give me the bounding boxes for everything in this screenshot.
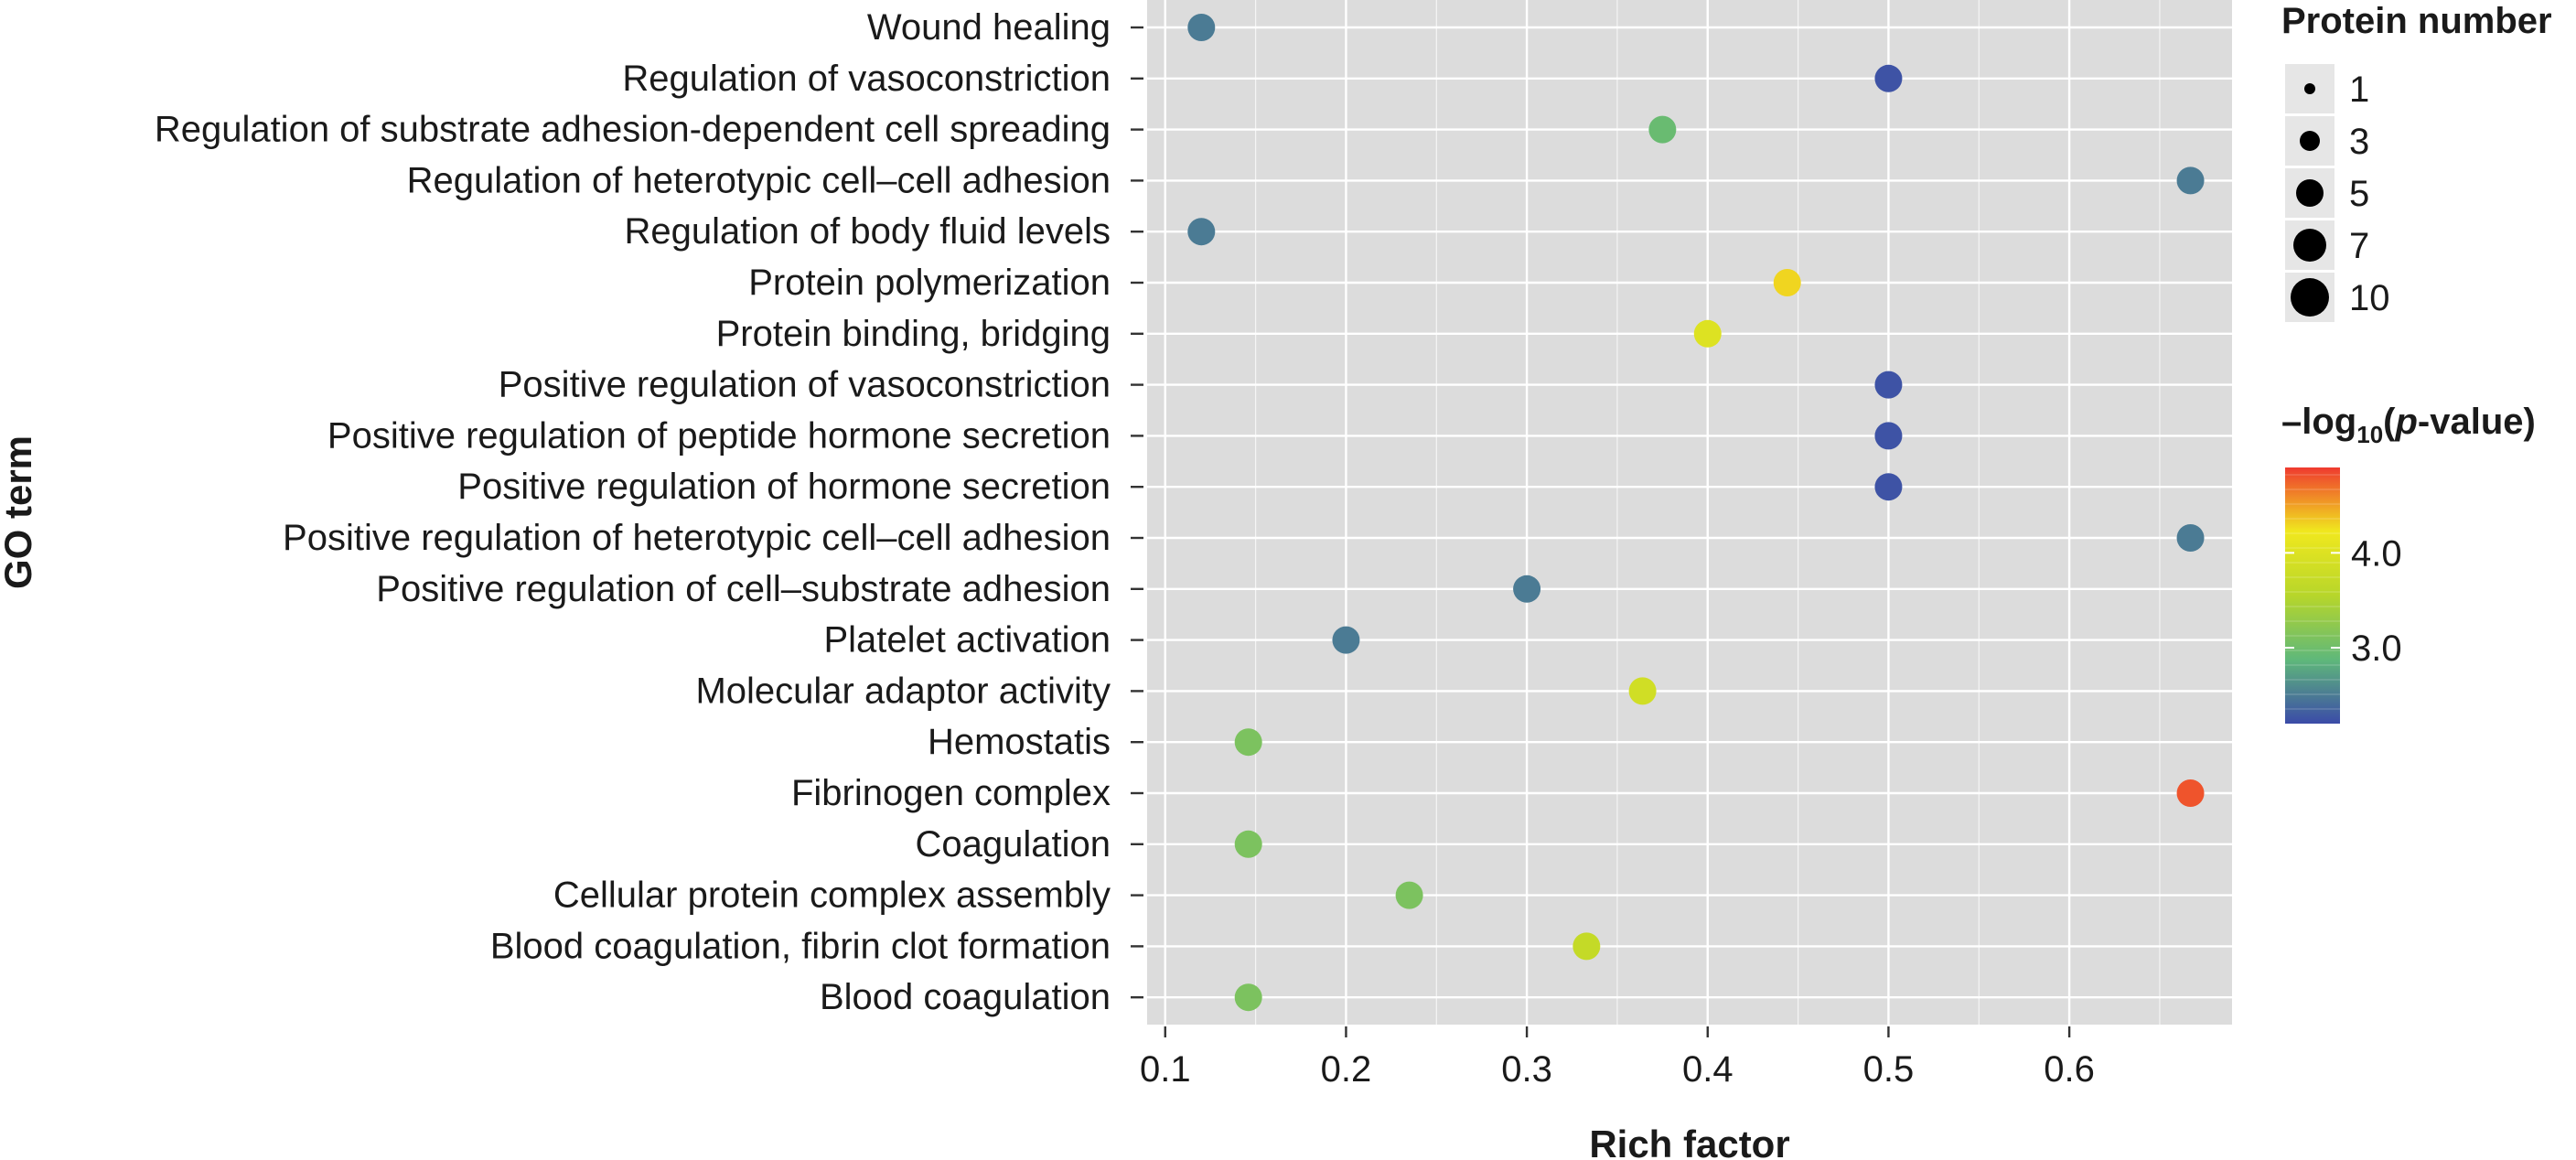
data-point [1874, 64, 1903, 92]
x-tick-label: 0.5 [1863, 1049, 1915, 1090]
size-legend-dot [2291, 278, 2329, 317]
data-point [1332, 626, 1360, 654]
x-tick-label: 0.1 [1140, 1049, 1191, 1090]
data-point [1513, 575, 1541, 603]
size-legend-dot [2304, 83, 2315, 94]
color-bar [2285, 467, 2340, 724]
y-tick-label: Positive regulation of heterotypic cell–… [283, 518, 1111, 558]
data-point [1648, 115, 1677, 144]
y-tick-label: Blood coagulation [820, 977, 1111, 1017]
plot-panel [1147, 0, 2232, 1025]
y-tick-label: Regulation of heterotypic cell–cell adhe… [407, 160, 1111, 200]
y-tick-label: Coagulation [916, 824, 1111, 865]
size-legend-label: 10 [2349, 278, 2390, 318]
size-legend-dot [2300, 131, 2320, 151]
data-point [2176, 779, 2205, 807]
data-point [1234, 728, 1262, 757]
y-tick-label: Regulation of vasoconstriction [622, 59, 1111, 99]
color-bar-tick-label: 4.0 [2351, 533, 2402, 574]
y-tick-label: Protein binding, bridging [716, 314, 1111, 354]
y-tick-label: Hemostatis [928, 722, 1111, 762]
data-point [1187, 218, 1216, 246]
y-tick-label: Blood coagulation, fibrin clot formation [490, 926, 1111, 966]
size-legend-dot [2293, 229, 2326, 262]
data-point [1234, 983, 1262, 1012]
y-tick-label: Fibrinogen complex [791, 773, 1111, 813]
x-tick-label: 0.4 [1682, 1049, 1733, 1090]
y-tick-label: Protein polymerization [748, 263, 1111, 303]
data-point [1395, 881, 1423, 909]
size-legend-dot [2296, 179, 2324, 207]
data-point [1874, 473, 1903, 501]
color-legend-title: –log10(p-value) [2281, 402, 2536, 448]
y-tick-label: Positive regulation of peptide hormone s… [327, 415, 1111, 456]
size-legend-label: 5 [2349, 174, 2369, 214]
data-point [1572, 932, 1601, 961]
data-point [2176, 524, 2205, 552]
data-point [2176, 166, 2205, 195]
y-tick-label: Positive regulation of hormone secretion [457, 467, 1111, 507]
data-point [1187, 14, 1216, 41]
y-tick-label: Positive regulation of cell–substrate ad… [376, 569, 1111, 609]
data-point [1773, 269, 1801, 296]
y-tick-label: Molecular adaptor activity [695, 671, 1111, 711]
size-legend-title: Protein number [2281, 1, 2552, 41]
size-legend-label: 7 [2349, 226, 2369, 266]
data-point [1693, 319, 1722, 348]
y-tick-label: Positive regulation of vasoconstriction [499, 365, 1111, 405]
data-point [1234, 830, 1262, 858]
y-axis-title: GO term [0, 435, 39, 589]
x-tick-label: 0.6 [2044, 1049, 2095, 1090]
data-point [1874, 371, 1903, 399]
x-tick-label: 0.3 [1501, 1049, 1552, 1090]
data-point [1874, 422, 1903, 450]
y-tick-label: Cellular protein complex assembly [553, 875, 1111, 916]
x-tick-label: 0.2 [1321, 1049, 1372, 1090]
y-tick-label: Regulation of body fluid levels [625, 211, 1111, 252]
color-bar-tick-label: 3.0 [2351, 628, 2402, 669]
data-point [1628, 677, 1657, 705]
x-axis-title: Rich factor [1589, 1122, 1789, 1160]
size-legend-label: 3 [2349, 122, 2369, 162]
y-tick-label: Wound healing [867, 7, 1111, 48]
y-tick-label: Regulation of substrate adhesion-depende… [155, 110, 1111, 150]
y-tick-label: Platelet activation [823, 620, 1111, 661]
size-legend-label: 1 [2349, 70, 2369, 110]
